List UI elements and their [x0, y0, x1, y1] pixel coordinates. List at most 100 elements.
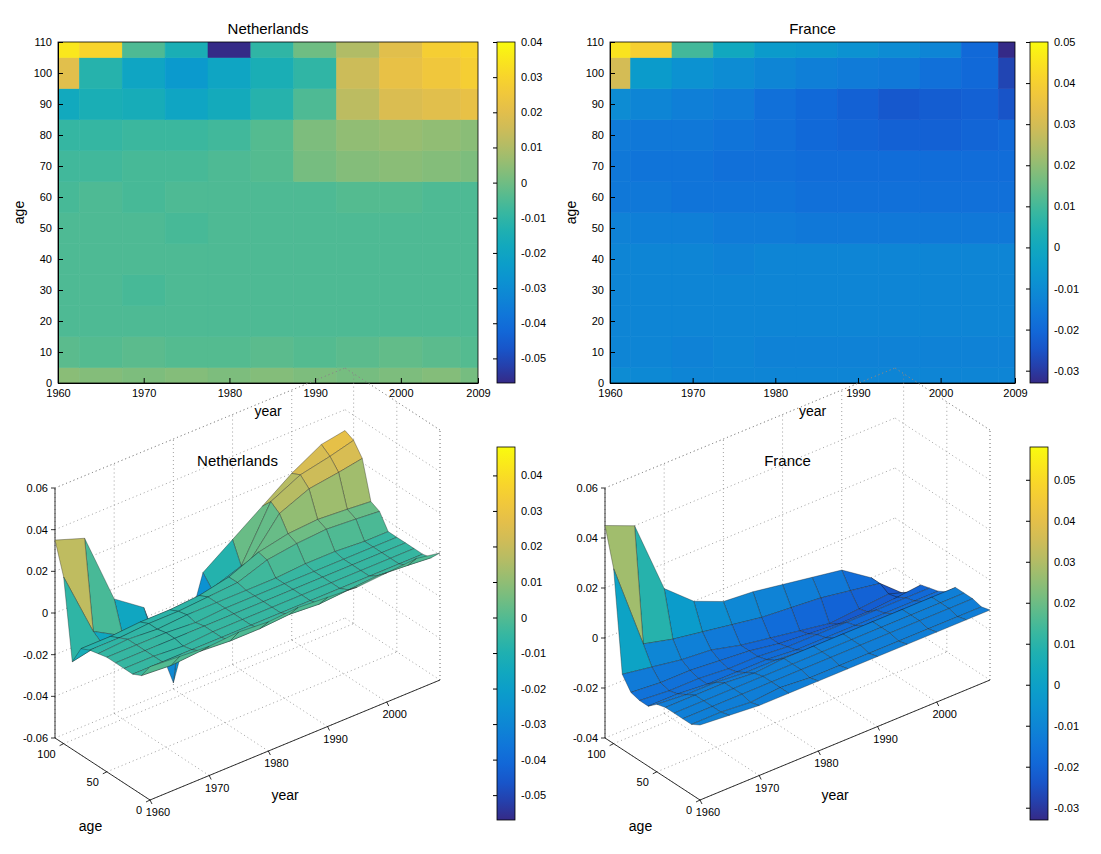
- tick-label: 0: [136, 804, 142, 816]
- cell: [837, 213, 878, 244]
- surface-patch: [141, 657, 179, 676]
- axis-line: [497, 43, 498, 384]
- cell: [422, 368, 461, 384]
- cell: [713, 306, 754, 337]
- tick-mark: [493, 618, 497, 619]
- cell: [165, 244, 208, 275]
- cell: [631, 120, 672, 151]
- tick: 60: [40, 191, 63, 203]
- tick-mark: [858, 378, 859, 383]
- tick-label: 0.02: [577, 582, 598, 594]
- tick: 10: [40, 346, 63, 358]
- tick-mark: [493, 689, 497, 690]
- cell: [208, 120, 251, 151]
- cell: [165, 89, 208, 120]
- cell: [998, 213, 1015, 244]
- surface-patch: [780, 678, 818, 693]
- cell: [961, 368, 998, 384]
- cell: [165, 337, 208, 368]
- surface-patch: [721, 702, 759, 715]
- tick-mark: [1026, 289, 1030, 290]
- cell: [920, 42, 961, 58]
- cell: [961, 275, 998, 306]
- tick-mark: [601, 688, 605, 689]
- cell: [998, 368, 1015, 384]
- tick-mark: [209, 776, 211, 780]
- box-edge: [895, 368, 990, 430]
- cell: [337, 275, 380, 306]
- tick-mark: [1026, 562, 1030, 563]
- cell: [79, 89, 122, 120]
- tick-mark: [493, 77, 497, 78]
- tick-label: 1970: [755, 782, 779, 794]
- cell: [610, 244, 631, 275]
- tick-mark: [493, 218, 497, 219]
- axis: -0.05-0.04-0.03-0.02-0.0100.010.020.030.…: [493, 36, 546, 383]
- tick-mark: [58, 352, 63, 353]
- tick-mark: [493, 112, 497, 113]
- tick-label: 50: [40, 222, 52, 234]
- tick: 0.04: [1026, 515, 1075, 527]
- tick-label: 60: [40, 191, 52, 203]
- grid-line: [614, 624, 904, 744]
- axis-title: age: [11, 201, 27, 225]
- surface-patch: [378, 559, 416, 576]
- tick-label: 70: [592, 160, 604, 172]
- tick-mark: [493, 42, 497, 43]
- tick: 40: [592, 253, 615, 265]
- cell: [165, 120, 208, 151]
- tick: -0.04: [493, 317, 546, 329]
- cell: [796, 213, 837, 244]
- tick-label: -0.05: [521, 352, 546, 364]
- cell: [755, 306, 796, 337]
- tick-mark: [1026, 124, 1030, 125]
- tick: -0.02: [1026, 324, 1079, 336]
- grid-line: [55, 738, 150, 800]
- cell: [251, 275, 294, 306]
- surface-patch: [810, 666, 848, 681]
- cell: [796, 182, 837, 213]
- cell: [610, 120, 631, 151]
- tick-label: -0.03: [1054, 365, 1079, 377]
- tick-label: 90: [592, 98, 604, 110]
- cell: [122, 182, 165, 213]
- cell: [251, 58, 294, 89]
- cell: [79, 368, 122, 384]
- axis-line: [610, 43, 611, 384]
- grid-line: [292, 640, 387, 702]
- tick: 20: [40, 315, 63, 327]
- tick-mark: [58, 166, 63, 167]
- axis-title: age: [563, 201, 579, 225]
- axis-title: age: [629, 818, 653, 834]
- heatmap-panel: 1960197019801990200020090102030405060708…: [11, 20, 546, 419]
- tick-label: -0.01: [521, 647, 546, 659]
- cell: [879, 275, 920, 306]
- tick-label: 100: [37, 748, 55, 760]
- tick: 1990: [303, 378, 327, 399]
- axis: 196019701980199020002009: [46, 378, 490, 399]
- cell: [998, 182, 1015, 213]
- tick-mark: [610, 135, 615, 136]
- tick-mark: [775, 378, 776, 383]
- plot-frame: [610, 42, 1015, 383]
- cell: [713, 42, 754, 58]
- tick-mark: [941, 378, 942, 383]
- tick-label: -0.02: [521, 247, 546, 259]
- cell: [165, 275, 208, 306]
- cell: [713, 151, 754, 182]
- tick: -0.02: [493, 247, 546, 259]
- tick-label: -0.03: [1054, 802, 1079, 814]
- tick-mark: [268, 751, 270, 755]
- cell: [79, 337, 122, 368]
- tick-label: 0.01: [1054, 200, 1075, 212]
- grid-line: [903, 374, 904, 624]
- surface-patch: [928, 617, 966, 632]
- tick: 0.03: [1026, 556, 1075, 568]
- cell: [672, 244, 713, 275]
- cell: [208, 275, 251, 306]
- surface-patch: [349, 573, 387, 590]
- surface-patch: [408, 553, 440, 565]
- cell: [165, 151, 208, 182]
- cell: [920, 306, 961, 337]
- tick-mark: [610, 197, 615, 198]
